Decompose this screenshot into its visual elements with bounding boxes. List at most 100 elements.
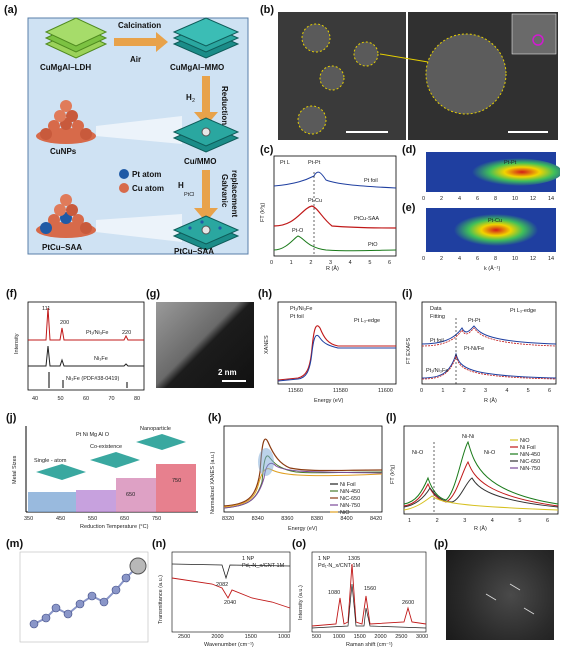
i-ptfoil: Pt foil <box>430 338 444 344</box>
p-micrograph <box>446 550 554 640</box>
panel-d: (d) Pt-Pt 0 2 4 6 8 10 12 14 <box>400 144 560 204</box>
o-pk1: 1305 <box>348 556 360 562</box>
j-coex: Co-existence <box>90 444 122 450</box>
n-xticks: 2500 2000 1500 1000 <box>178 634 290 640</box>
f-s2: Ni₃Fe <box>94 356 108 362</box>
l-legend-entry: NiC-650 <box>520 459 540 465</box>
o-tick: 2500 <box>395 634 407 640</box>
n-leg1: 1 NP <box>242 556 255 562</box>
f-p220: 220 <box>122 330 131 336</box>
k-xticks: 8320 8340 8360 8380 8400 8420 <box>222 516 382 522</box>
legend-pt-atom: Pt atom <box>132 170 161 179</box>
f-tick: 40 <box>32 396 38 402</box>
d-tick: 6 <box>476 196 479 202</box>
c-xlabel: R (Å) <box>326 265 339 272</box>
j-step750: 750 <box>172 478 181 484</box>
o-ylabel: Intensity (a.u.) <box>298 585 304 620</box>
c-tick: 2 <box>309 260 312 266</box>
e-xticks: 0 2 4 6 8 10 12 14 <box>422 256 554 262</box>
l-ylabel: FT (k³χ) <box>390 465 396 484</box>
c-tick: 1 <box>290 260 293 266</box>
o-pk4: 2600 <box>402 600 414 606</box>
panel-j-label: (j) <box>6 412 17 424</box>
i-tick: 5 <box>527 388 530 394</box>
i-ptnife: Pt-Ni/Fe <box>464 346 484 352</box>
c-ptcusaa: PtCu-SAA <box>354 216 379 222</box>
panel-n-label: (n) <box>152 538 167 550</box>
j-xticks: 350 450 550 650 750 <box>24 516 161 522</box>
panel-f-chart: 111 200 220 Pt₁/Ni₃Fe Ni₃Fe Ni₃Fe (PDF#3… <box>14 301 145 402</box>
d-tick: 14 <box>548 196 554 202</box>
haadf-image <box>156 302 254 388</box>
l-nio2: Ni-O <box>484 450 496 456</box>
j-nano: Nanoparticle <box>140 426 171 432</box>
i-xticks: 0 1 2 3 4 5 6 <box>420 388 551 394</box>
e-tick: 6 <box>476 256 479 262</box>
panel-l-label: (l) <box>386 412 397 424</box>
panel-k-label: (k) <box>208 412 222 424</box>
f-xticks: 40 50 60 70 80 <box>32 396 140 402</box>
c-tick: 3 <box>329 260 332 266</box>
e-xlabel: k (Å⁻¹) <box>484 265 501 272</box>
i-tick: 1 <box>441 388 444 394</box>
o-tick: 1000 <box>333 634 345 640</box>
f-tick: 60 <box>83 396 89 402</box>
l-legend-entry: Ni Foil <box>520 445 536 451</box>
l-legend-entry: NiO <box>520 438 530 444</box>
legend-cu-atom-marker <box>119 183 129 193</box>
j-legend: Pt Ni Mg Al O <box>76 432 110 438</box>
n-leg2: Pd₁-N_x/CNT-1M <box>242 563 285 569</box>
o-tick: 1500 <box>354 634 366 640</box>
cumgal-mmo-stack <box>172 17 240 59</box>
n-ylabel: Transmittance (a.u.) <box>158 575 164 624</box>
label-h2ptcl6: H <box>178 181 184 190</box>
panel-p-label: (p) <box>434 538 449 550</box>
e-tick: 0 <box>422 256 425 262</box>
c-tick: 6 <box>388 260 391 266</box>
panel-n-chart: 1 NP Pd₁-N_x/CNT-1M 2082 2040 Transmitta… <box>158 551 291 648</box>
f-s1: Pt₁/Ni₃Fe <box>86 330 108 336</box>
i-leg1: Data <box>430 306 443 312</box>
panel-h: (h) Pt₁/Ni₃Fe Pt foil Pt L₃-edge XANES E… <box>258 288 400 406</box>
label-ptcu-saa-left: PtCu–SAA <box>42 243 82 252</box>
d-tick: 2 <box>440 196 443 202</box>
j-step650: 650 <box>126 492 135 498</box>
n-xlabel: Wavenumber (cm⁻¹) <box>204 642 254 648</box>
i-leg2: Fitting <box>430 314 445 320</box>
k-legend-entry: Ni Foil <box>340 482 356 488</box>
c-tick: 0 <box>270 260 273 266</box>
panel-b-images <box>278 12 558 140</box>
k-tick: 8420 <box>370 516 382 522</box>
cumgal-ldh-stack <box>44 17 108 59</box>
reduction-arrow <box>194 76 218 126</box>
h-xlabel: Energy (eV) <box>314 398 344 404</box>
label-ptcu-saa-right: PtCu–SAA <box>174 247 214 256</box>
panel-a: (a) CuMgAl–LDH Calcination Air CuMgAl–MM… <box>4 4 250 256</box>
legend-cu-atom: Cu atom <box>132 184 164 193</box>
label-h2-sub: 2 <box>192 98 195 104</box>
zoom-beam-2 <box>96 214 182 242</box>
label-reduction: Reduction <box>220 86 229 125</box>
i-ylabel: FT EXAFS <box>406 337 412 364</box>
h-xticks: 11560 11580 11600 <box>288 388 393 394</box>
panel-l: (l) Ni-Ni Ni-O Ni-O NiO Ni Foil NiN-450 NiC… <box>386 412 560 532</box>
k-legend-entry: NiC-650 <box>340 496 360 502</box>
f-tick: 70 <box>109 396 115 402</box>
e-tick: 2 <box>440 256 443 262</box>
k-xlabel: Energy (eV) <box>288 526 318 532</box>
l-legend-entry: NiN-750 <box>520 466 540 472</box>
panel-c: (c) Pt L Pt-Pt Pt foil Pt-Cu PtCu-SAA Pt… <box>256 144 398 272</box>
panel-e: (e) Pt-Cu 0 2 4 6 8 10 12 14 k (Å⁻¹) <box>400 202 560 274</box>
panel-b: (b) <box>256 4 560 144</box>
e-tick: 4 <box>458 256 461 262</box>
l-tick: 2 <box>436 518 439 524</box>
panel-m-molecule <box>19 551 149 643</box>
panel-o-chart: 1 NP Pd₁-N_x/CNT-1M 1305 1560 1080 2600 … <box>298 551 428 648</box>
panel-i: (i) Data Fitting Pt L₃-edge Pt-Pt Pt foi… <box>400 288 560 406</box>
d-ptpt: Pt-Pt <box>504 160 517 166</box>
label-cumgal-ldh: CuMgAl–LDH <box>40 63 91 72</box>
j-single: Single - atom <box>34 458 67 464</box>
ptcu-saa-stack <box>172 215 240 251</box>
o-xticks: 500 1000 1500 2000 2500 3000 <box>312 634 428 640</box>
panel-n: (n) 1 NP Pd₁-N_x/CNT-1M 2082 2040 Transm… <box>152 538 292 648</box>
